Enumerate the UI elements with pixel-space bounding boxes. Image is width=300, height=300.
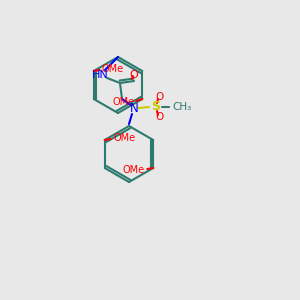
- Text: N: N: [130, 103, 138, 116]
- Text: OMe: OMe: [102, 64, 124, 74]
- Text: O: O: [155, 112, 163, 122]
- Text: HN: HN: [92, 70, 108, 80]
- Text: O: O: [155, 92, 163, 102]
- Text: OMe: OMe: [122, 165, 144, 175]
- Text: CH₃: CH₃: [172, 102, 191, 112]
- Text: OMe: OMe: [114, 133, 136, 143]
- Text: S: S: [152, 100, 160, 113]
- Text: O: O: [130, 70, 138, 80]
- Text: OMe: OMe: [112, 97, 134, 107]
